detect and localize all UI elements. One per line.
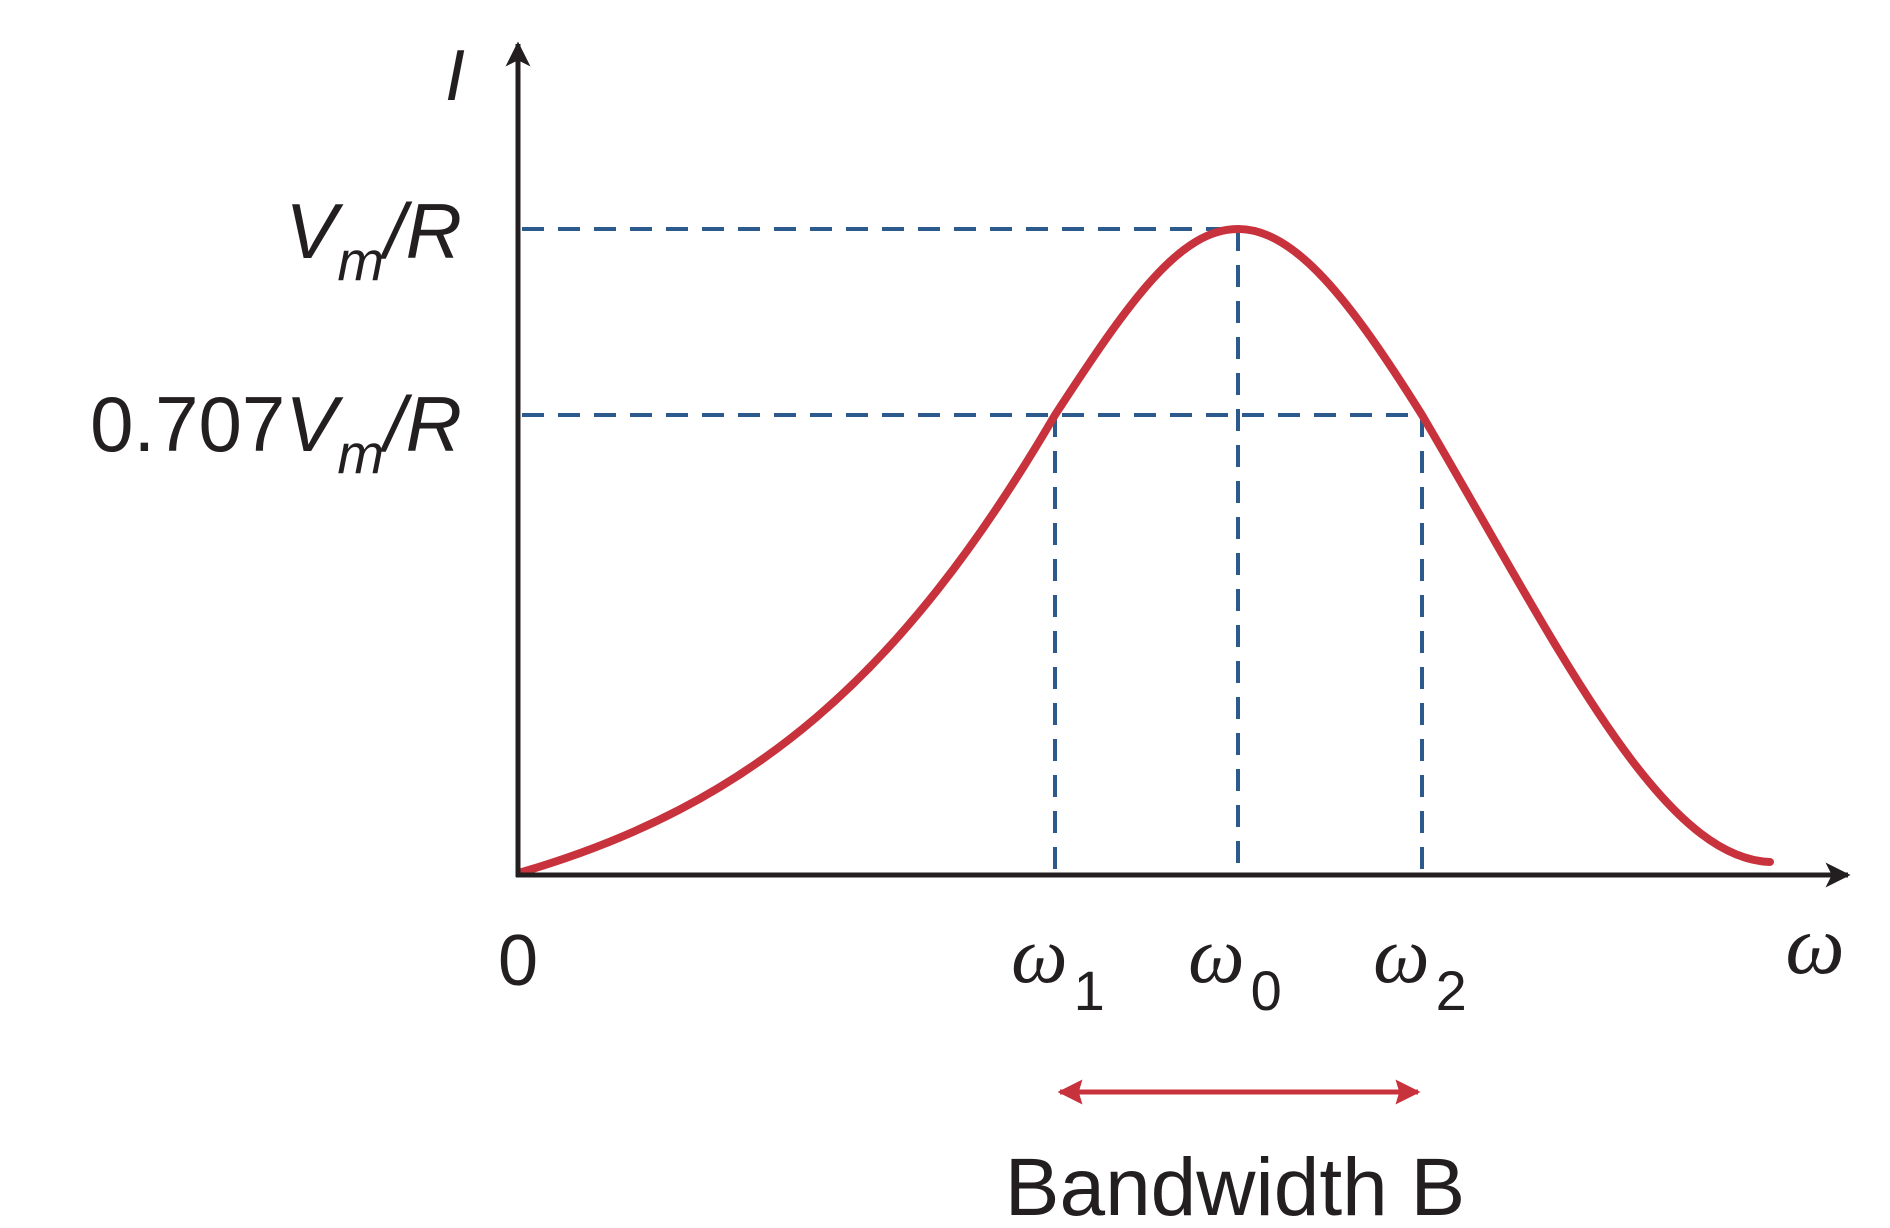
bandwidth-label: Bandwidth B xyxy=(1005,1142,1465,1228)
w0-tick-main: ω xyxy=(1188,912,1244,1000)
w1-tick-sub: 1 xyxy=(1074,959,1105,1022)
half-power-tick-rest: /R xyxy=(379,380,462,468)
resonance-curve xyxy=(518,224,1774,876)
w0-tick-sub: 0 xyxy=(1251,959,1282,1022)
half-power-tick-main: V xyxy=(285,380,344,468)
x-axis-label: ω xyxy=(1785,899,1844,992)
origin-label: 0 xyxy=(498,921,538,1001)
w2-tick-sub: 2 xyxy=(1436,959,1467,1022)
peak-tick-rest: /R xyxy=(379,187,462,275)
guide-lines xyxy=(522,227,1424,875)
w2-tick-main: ω xyxy=(1373,912,1429,1000)
peak-tick-label: Vm/R xyxy=(285,187,462,292)
peak-tick-sub: m xyxy=(337,229,384,292)
half-power-tick-sub: m xyxy=(337,422,384,485)
y-axis-label: I xyxy=(445,36,465,116)
half-power-tick-label: 0.707Vm/R xyxy=(90,380,462,485)
peak-tick-main: V xyxy=(285,187,344,275)
half-power-tick-prefix: 0.707 xyxy=(90,380,285,468)
w1-tick-main: ω xyxy=(1011,912,1067,1000)
